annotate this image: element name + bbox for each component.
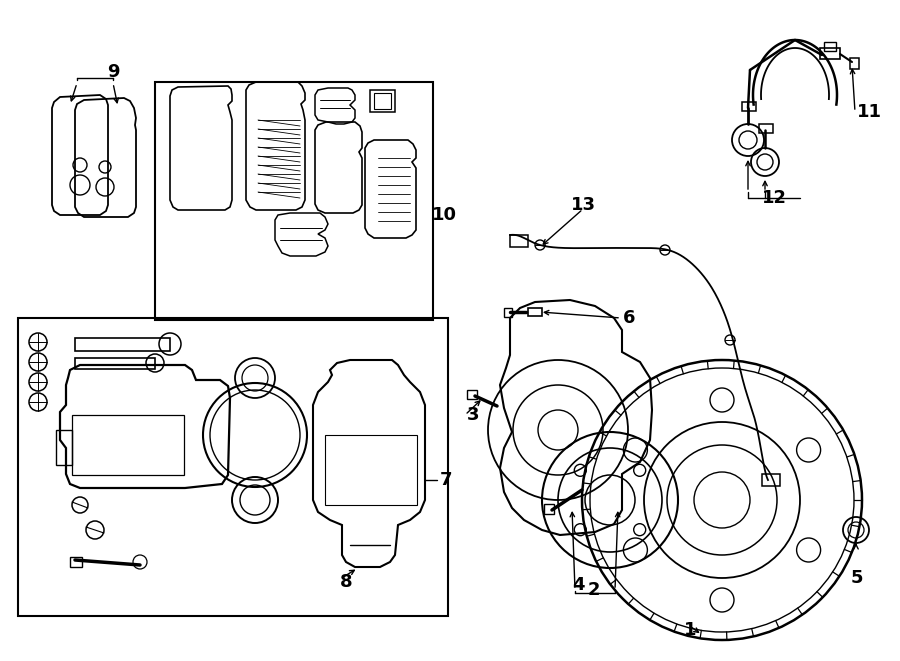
Bar <box>504 308 512 317</box>
Bar <box>18 318 448 616</box>
Text: 5: 5 <box>851 569 863 587</box>
Text: 10: 10 <box>432 206 457 224</box>
Bar <box>824 42 836 51</box>
Bar <box>370 90 395 112</box>
Bar <box>56 430 72 465</box>
Bar <box>325 435 417 505</box>
Bar <box>510 235 528 247</box>
Bar <box>742 102 756 111</box>
Text: 1: 1 <box>684 621 697 639</box>
Bar <box>75 338 170 351</box>
Text: 9: 9 <box>107 63 119 81</box>
Bar <box>72 415 184 475</box>
Text: 3: 3 <box>467 406 480 424</box>
Text: 12: 12 <box>762 189 787 207</box>
Bar <box>544 504 554 514</box>
Text: 7: 7 <box>440 471 453 489</box>
Bar <box>467 390 477 399</box>
Text: 4: 4 <box>572 576 584 594</box>
Text: 8: 8 <box>340 573 353 591</box>
Bar <box>759 124 773 133</box>
Bar <box>762 474 780 486</box>
Text: 6: 6 <box>623 309 635 327</box>
Bar <box>820 48 840 59</box>
Text: 11: 11 <box>857 103 882 121</box>
Bar <box>850 58 859 69</box>
Bar <box>70 557 82 567</box>
Text: 2: 2 <box>588 581 600 599</box>
Bar <box>75 358 155 369</box>
Bar <box>528 308 542 316</box>
Bar <box>155 82 433 320</box>
Text: 13: 13 <box>571 196 596 214</box>
Bar <box>374 93 391 109</box>
